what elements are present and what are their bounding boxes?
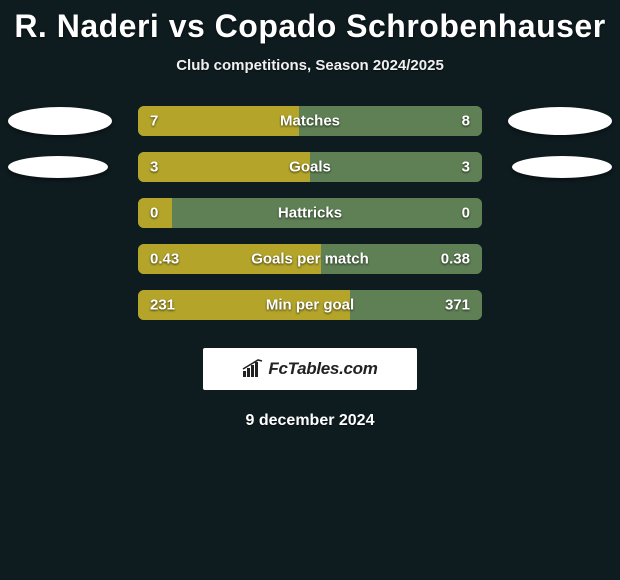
- snapshot-date: 9 december 2024: [0, 412, 620, 430]
- chart-icon: [242, 359, 264, 379]
- stat-value-right: 371: [445, 297, 470, 314]
- stats-area: 78Matches33Goals00Hattricks0.430.38Goals…: [0, 104, 620, 334]
- page-subtitle: Club competitions, Season 2024/2025: [0, 57, 620, 74]
- stat-row: 0.430.38Goals per match: [0, 242, 620, 288]
- stat-value-left: 0.43: [150, 251, 179, 268]
- stat-row: 231371Min per goal: [0, 288, 620, 334]
- stat-value-right: 8: [462, 113, 470, 130]
- stat-bar: 231371Min per goal: [138, 290, 482, 320]
- player-indicator-left: [8, 156, 108, 178]
- stat-value-left: 7: [150, 113, 158, 130]
- stat-bar: 33Goals: [138, 152, 482, 182]
- stat-bar-left: [138, 106, 299, 136]
- stat-bar-right: [310, 152, 482, 182]
- logo-text: FcTables.com: [268, 359, 377, 379]
- stat-bar: 0.430.38Goals per match: [138, 244, 482, 274]
- stat-value-left: 0: [150, 205, 158, 222]
- stat-bar: 78Matches: [138, 106, 482, 136]
- stat-value-right: 3: [462, 159, 470, 176]
- stat-row: 33Goals: [0, 150, 620, 196]
- stat-value-left: 3: [150, 159, 158, 176]
- stat-value-right: 0: [462, 205, 470, 222]
- stat-row: 78Matches: [0, 104, 620, 150]
- stat-bar: 00Hattricks: [138, 198, 482, 228]
- logo-box: FcTables.com: [203, 348, 417, 390]
- stat-bar-right: [172, 198, 482, 228]
- stat-value-left: 231: [150, 297, 175, 314]
- page-title: R. Naderi vs Copado Schrobenhauser: [0, 0, 620, 45]
- player-indicator-right: [508, 107, 612, 135]
- player-indicator-left: [8, 107, 112, 135]
- stat-row: 00Hattricks: [0, 196, 620, 242]
- player-indicator-right: [512, 156, 612, 178]
- stat-bar-right: [299, 106, 482, 136]
- stat-value-right: 0.38: [441, 251, 470, 268]
- stat-bar-left: [138, 152, 310, 182]
